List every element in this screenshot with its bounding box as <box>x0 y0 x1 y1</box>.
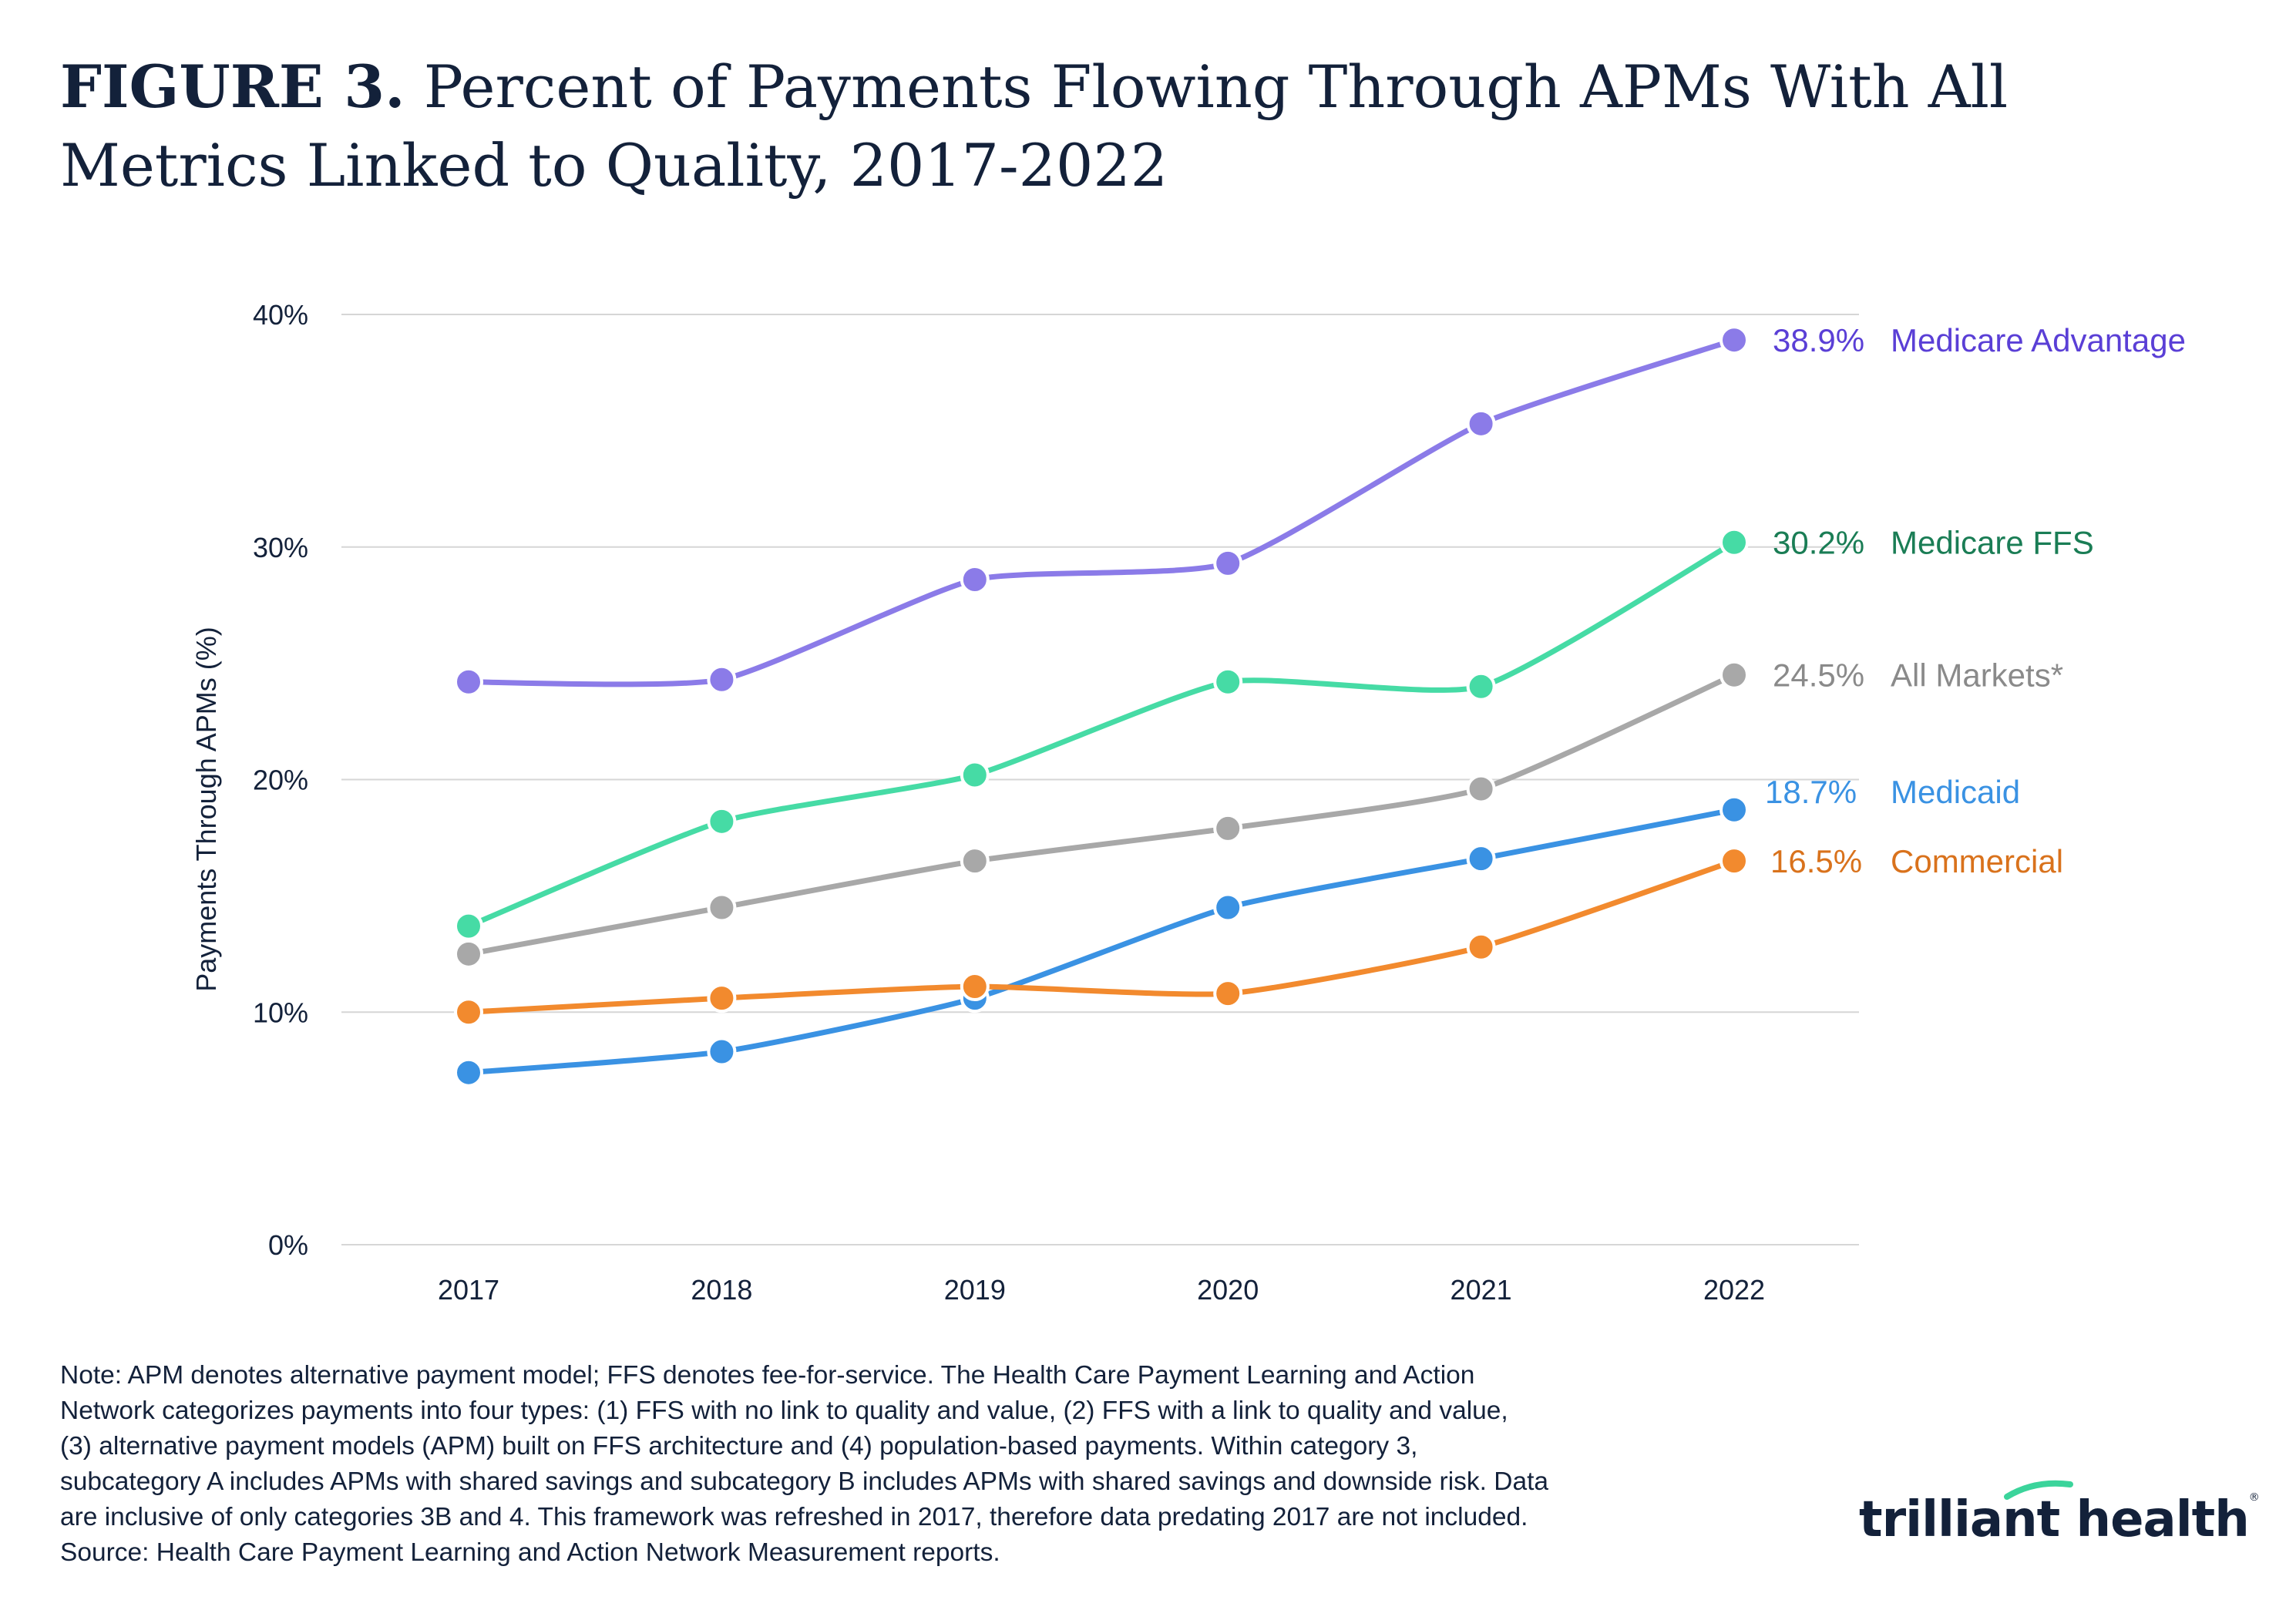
y-tick-label: 10% <box>253 997 308 1028</box>
y-tick-label: 40% <box>253 299 308 331</box>
series-name-label: All Markets* <box>1891 657 2063 694</box>
source-line: Source: Health Care Payment Learning and… <box>60 1538 1000 1567</box>
data-point <box>1466 671 1496 701</box>
footnote: Note: APM denotes alternative payment mo… <box>60 1358 1787 1571</box>
x-axis-ticks: 2017 2018 2019 2020 2021 2022 <box>438 1274 1765 1306</box>
data-point <box>454 911 483 941</box>
registered-mark: ® <box>2248 1491 2260 1504</box>
data-point <box>454 997 483 1027</box>
series-value-label: 16.5% <box>1770 843 1862 879</box>
series-line <box>466 858 1737 1015</box>
data-point <box>707 983 737 1013</box>
data-point <box>1213 813 1243 843</box>
note-line: Network categorizes payments into four t… <box>60 1397 1508 1425</box>
data-point <box>707 1037 737 1067</box>
series-line <box>466 337 1737 687</box>
y-axis-ticks: 0% 10% 20% 30% 40% <box>253 299 308 1261</box>
series-lines <box>466 337 1737 1076</box>
data-point <box>1466 844 1496 874</box>
x-tick-label: 2018 <box>691 1274 752 1306</box>
series-name-label: Medicare FFS <box>1891 525 2094 561</box>
y-tick-label: 0% <box>268 1229 308 1261</box>
series-value-label: 18.7% <box>1765 774 1857 810</box>
data-point <box>454 1057 483 1087</box>
series-value-label: 30.2% <box>1773 525 1864 561</box>
data-point <box>1213 979 1243 1009</box>
data-point <box>1719 846 1749 876</box>
x-tick-label: 2021 <box>1451 1274 1512 1306</box>
data-point <box>1213 892 1243 923</box>
figure-label: FIGURE 3. <box>60 52 405 121</box>
data-point <box>1213 548 1243 578</box>
series-line <box>466 539 1737 929</box>
chart-title: FIGURE 3. Percent of Payments Flowing Th… <box>60 48 2141 205</box>
data-point <box>1719 795 1749 825</box>
data-point <box>960 564 990 594</box>
data-point <box>707 664 737 694</box>
note-line: subcategory A includes APMs with shared … <box>60 1467 1549 1496</box>
x-tick-label: 2020 <box>1197 1274 1259 1306</box>
data-point <box>1466 408 1496 439</box>
x-tick-label: 2022 <box>1703 1274 1765 1306</box>
y-axis-label: Payments Through APMs (%) <box>190 627 222 992</box>
series-end-labels: 38.9% Medicare Advantage 30.2% Medicare FFS… <box>1765 322 2186 879</box>
series-value-label: 24.5% <box>1773 657 1864 694</box>
series-name-label: Medicaid <box>1891 774 2020 810</box>
data-point <box>960 846 990 876</box>
note-line: are inclusive of only categories 3B and … <box>60 1503 1528 1531</box>
data-point <box>707 806 737 836</box>
y-tick-label: 20% <box>253 765 308 796</box>
title-text: Percent of Payments Flowing Through APMs… <box>60 52 2009 200</box>
note-line: (3) alternative payment models (APM) bui… <box>60 1432 1418 1461</box>
gridlines <box>341 314 1859 1245</box>
trilliant-health-logo: trilliant health® <box>1859 1491 2260 1548</box>
note-line: Note: APM denotes alternative payment mo… <box>60 1361 1475 1390</box>
series-line <box>466 672 1737 957</box>
series-points <box>454 325 1749 1087</box>
logo-text: trilliant health <box>1859 1491 2250 1548</box>
data-point <box>1466 774 1496 804</box>
series-name-label: Commercial <box>1891 843 2063 879</box>
data-point <box>1719 325 1749 355</box>
data-point <box>1719 527 1749 557</box>
x-tick-label: 2017 <box>438 1274 499 1306</box>
data-point <box>960 760 990 790</box>
data-point <box>1466 932 1496 962</box>
data-point <box>454 939 483 969</box>
series-value-label: 38.9% <box>1773 322 1864 358</box>
series-line <box>466 807 1737 1076</box>
data-point <box>707 892 737 923</box>
data-point <box>1719 660 1749 690</box>
x-tick-label: 2019 <box>944 1274 1006 1306</box>
logo-swoosh-icon <box>2004 1480 2073 1500</box>
y-tick-label: 30% <box>253 532 308 563</box>
data-point <box>960 972 990 1002</box>
data-point <box>1213 667 1243 697</box>
series-name-label: Medicare Advantage <box>1891 322 2186 358</box>
data-point <box>454 667 483 697</box>
